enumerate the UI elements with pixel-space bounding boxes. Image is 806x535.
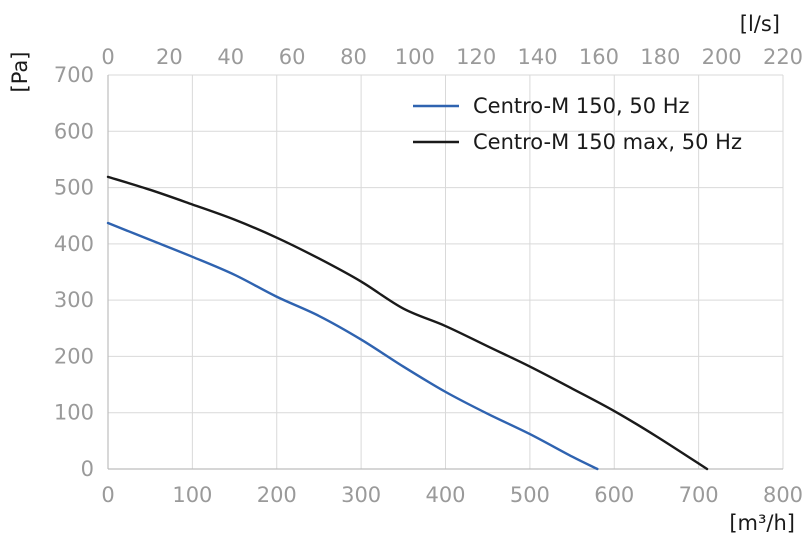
- x-tick-label: 400: [425, 483, 465, 507]
- x2-tick-label: 80: [340, 45, 367, 69]
- x-tick-label: 300: [341, 483, 381, 507]
- legend: Centro-M 150, 50 Hz Centro-M 150 max, 50…: [413, 94, 742, 154]
- x2-tick-label: 180: [640, 45, 680, 69]
- x-tick-label: 100: [172, 483, 212, 507]
- x-tick-label: 700: [679, 483, 719, 507]
- x2-tick-label: 60: [279, 45, 306, 69]
- x2-axis-unit: [l/s]: [740, 12, 780, 36]
- y-tick-label: 200: [54, 344, 94, 368]
- series-lines: [106, 175, 709, 471]
- tick-labels: 0 100 200 300 400 500 600 700 800010020030040050…: [54, 45, 803, 507]
- x-tick-label: 600: [594, 483, 634, 507]
- x2-tick-label: 120: [456, 45, 496, 69]
- x-tick-label: 500: [510, 483, 550, 507]
- y-tick-label: 400: [54, 232, 94, 256]
- x-tick-label: 800: [763, 483, 803, 507]
- x-axis-unit: [m³/h]: [729, 511, 795, 535]
- legend-label-series-1: Centro-M 150, 50 Hz: [473, 94, 690, 118]
- x2-tick-label: 0: [101, 45, 114, 69]
- legend-label-series-2: Centro-M 150 max, 50 Hz: [473, 130, 742, 154]
- y-tick-label: 100: [54, 401, 94, 425]
- x2-tick-label: 160: [579, 45, 619, 69]
- x2-tick-label: 200: [702, 45, 742, 69]
- x2-tick-label: 140: [517, 45, 557, 69]
- x-tick-label: 0: [101, 483, 114, 507]
- y-tick-label: 0: [81, 457, 94, 481]
- y-tick-label: 600: [54, 119, 94, 143]
- series-line-1: [106, 221, 599, 471]
- x2-tick-label: 100: [395, 45, 435, 69]
- y-tick-label: 500: [54, 176, 94, 200]
- axes: [107, 75, 783, 470]
- x2-tick-label: 220: [763, 45, 803, 69]
- series-line-2: [106, 175, 709, 471]
- y-tick-label: 300: [54, 288, 94, 312]
- y-axis-unit: [Pa]: [8, 52, 32, 93]
- y-tick-label: 700: [54, 63, 94, 87]
- x2-tick-label: 40: [217, 45, 244, 69]
- x-tick-label: 200: [257, 483, 297, 507]
- grid: [108, 74, 784, 469]
- x2-tick-label: 20: [156, 45, 183, 69]
